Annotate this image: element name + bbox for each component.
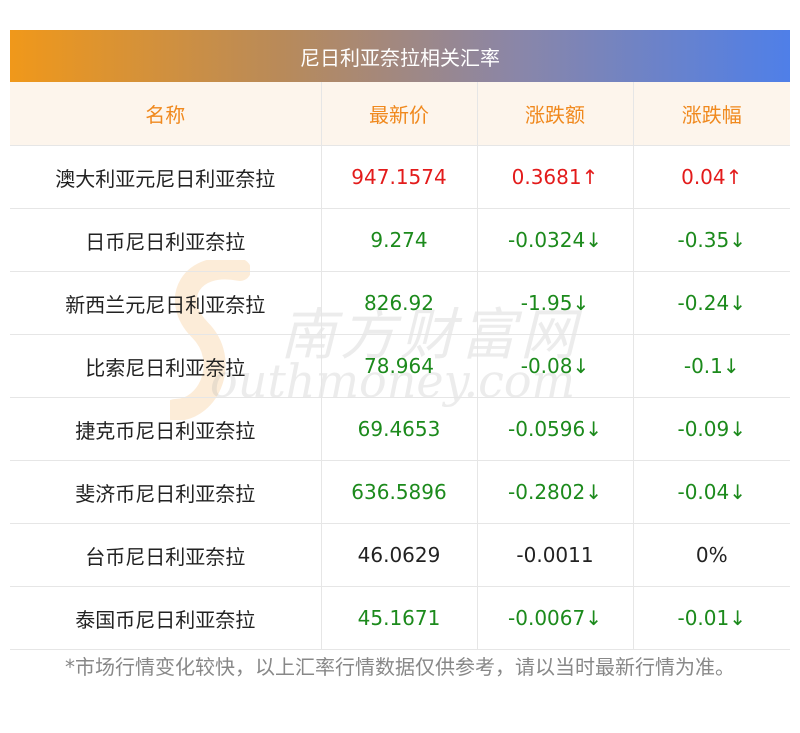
table-row: 斐济币尼日利亚奈拉 636.5896 -0.2802↓ -0.04↓ (10, 460, 790, 524)
table-row: 泰国币尼日利亚奈拉 45.1671 -0.0067↓ -0.01↓ (10, 586, 790, 650)
latest-price: 636.5896 (321, 460, 478, 524)
latest-price: 69.4653 (321, 397, 478, 461)
disclaimer-note: *市场行情变化较快，以上汇率行情数据仅供参考，请以当时最新行情为准。 (65, 655, 735, 679)
currency-name: 台币尼日利亚奈拉 (10, 523, 322, 587)
header-row: 名称 最新价 涨跌额 涨跌幅 (10, 82, 790, 146)
change-amount: -0.0596↓ (477, 397, 634, 461)
table-row: 日币尼日利亚奈拉 9.274 -0.0324↓ -0.35↓ (10, 208, 790, 272)
header-change: 涨跌额 (477, 82, 634, 146)
change-percent: -0.04↓ (633, 460, 790, 524)
change-percent: 0.04↑ (633, 145, 790, 209)
currency-name: 日币尼日利亚奈拉 (10, 208, 322, 272)
table-title: 尼日利亚奈拉相关汇率 (10, 30, 790, 82)
change-percent: -0.09↓ (633, 397, 790, 461)
table-row: 比索尼日利亚奈拉 78.964 -0.08↓ -0.1↓ (10, 334, 790, 398)
currency-name: 斐济币尼日利亚奈拉 (10, 460, 322, 524)
latest-price: 9.274 (321, 208, 478, 272)
currency-name: 澳大利亚元尼日利亚奈拉 (10, 145, 322, 209)
change-amount: -0.2802↓ (477, 460, 634, 524)
table-row: 捷克币尼日利亚奈拉 69.4653 -0.0596↓ -0.09↓ (10, 397, 790, 461)
latest-price: 826.92 (321, 271, 478, 335)
header-percent: 涨跌幅 (633, 82, 790, 146)
rate-table-container: 尼日利亚奈拉相关汇率 名称 最新价 涨跌额 涨跌幅 澳大利亚元尼日利亚奈拉 947… (10, 30, 790, 650)
change-percent: -0.01↓ (633, 586, 790, 650)
header-name: 名称 (10, 82, 322, 146)
currency-name: 新西兰元尼日利亚奈拉 (10, 271, 322, 335)
rate-table: 名称 最新价 涨跌额 涨跌幅 澳大利亚元尼日利亚奈拉 947.1574 0.3681… (10, 82, 790, 650)
change-percent: -0.1↓ (633, 334, 790, 398)
change-amount: -0.0067↓ (477, 586, 634, 650)
table-row: 新西兰元尼日利亚奈拉 826.92 -1.95↓ -0.24↓ (10, 271, 790, 335)
change-amount: 0.3681↑ (477, 145, 634, 209)
currency-name: 捷克币尼日利亚奈拉 (10, 397, 322, 461)
latest-price: 45.1671 (321, 586, 478, 650)
change-amount: -0.0324↓ (477, 208, 634, 272)
change-percent: 0% (633, 523, 790, 587)
header-price: 最新价 (321, 82, 478, 146)
change-amount: -0.0011 (477, 523, 634, 587)
latest-price: 46.0629 (321, 523, 478, 587)
currency-name: 泰国币尼日利亚奈拉 (10, 586, 322, 650)
currency-name: 比索尼日利亚奈拉 (10, 334, 322, 398)
change-amount: -0.08↓ (477, 334, 634, 398)
change-percent: -0.35↓ (633, 208, 790, 272)
latest-price: 78.964 (321, 334, 478, 398)
change-amount: -1.95↓ (477, 271, 634, 335)
latest-price: 947.1574 (321, 145, 478, 209)
change-percent: -0.24↓ (633, 271, 790, 335)
table-row: 台币尼日利亚奈拉 46.0629 -0.0011 0% (10, 523, 790, 587)
table-row: 澳大利亚元尼日利亚奈拉 947.1574 0.3681↑ 0.04↑ (10, 145, 790, 209)
